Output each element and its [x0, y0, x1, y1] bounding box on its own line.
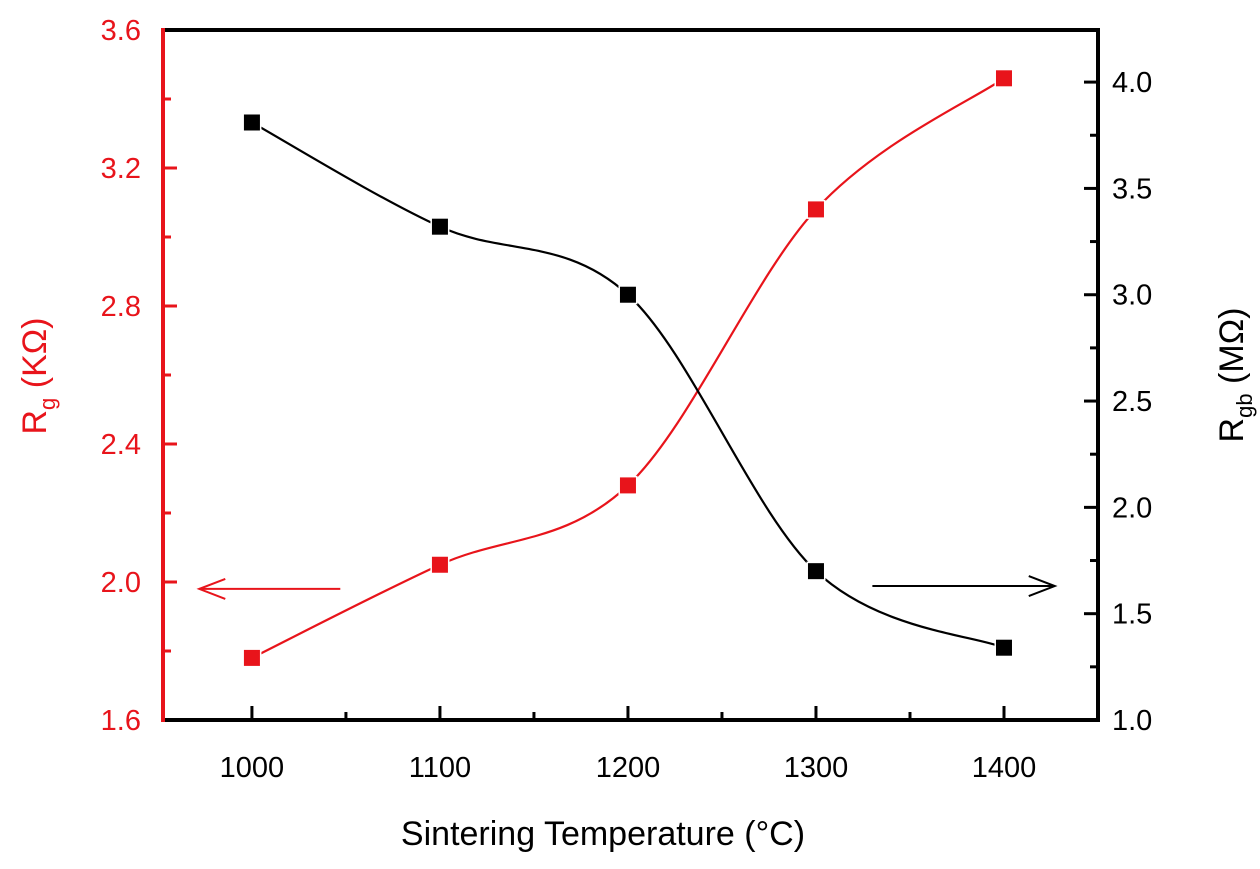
data-point-rg: [994, 68, 1014, 88]
y-right-tick-label: 2.5: [1112, 386, 1152, 418]
data-point-rg: [430, 555, 450, 575]
data-point-rg: [618, 475, 638, 495]
x-tick-label: 1400: [972, 752, 1037, 784]
data-point-rgb: [430, 217, 450, 237]
y-right-tick-label: 4.0: [1112, 67, 1152, 99]
series-line-rg: [251, 77, 1005, 659]
plot-frame: [161, 28, 1100, 722]
y-right-tick-label: 1.5: [1112, 599, 1152, 631]
plot-lines: [251, 77, 1005, 659]
markers: [242, 68, 1014, 668]
data-point-rgb: [806, 561, 826, 581]
x-tick-label: 1100: [409, 752, 471, 784]
y-right-title-unit: (MΩ): [1213, 308, 1251, 394]
data-point-rgb: [994, 638, 1014, 658]
y-left-tick-label: 2.0: [101, 567, 141, 599]
y-right-tick-label: 3.0: [1112, 280, 1152, 312]
data-point-rgb: [618, 285, 638, 305]
y-left-tick-label: 2.8: [101, 291, 141, 323]
y-left-title-unit: (KΩ): [16, 318, 54, 398]
tick-labels: 1000 1100 1200 1300 1400 1.6 2.0 2.4 2.8 3.2 3.6 1.…: [101, 15, 1153, 784]
data-point-rgb: [242, 112, 262, 132]
data-point-rg: [242, 648, 262, 668]
x-tick-label: 1200: [596, 752, 661, 784]
x-axis-title: Sintering Temperature (°C): [401, 815, 805, 853]
y-right-tick-label: 2.0: [1112, 492, 1152, 524]
arrow-rgb-head: [1028, 575, 1058, 597]
y-left-tick-label: 3.2: [101, 153, 141, 185]
y-left-tick-label: 3.6: [101, 15, 141, 47]
series-line-rgb: [251, 121, 1005, 649]
y-left-title-main: R: [16, 410, 54, 435]
y-right-tick-label: 1.0: [1112, 705, 1152, 737]
y-axis-right-title: Rgb (MΩ): [1213, 308, 1257, 443]
arrows: [196, 575, 1058, 600]
y-axis-left-title: Rg (KΩ): [16, 318, 60, 435]
x-tick-label: 1300: [784, 752, 849, 784]
x-tick-label: 1000: [220, 752, 285, 784]
y-left-tick-label: 1.6: [101, 705, 141, 737]
y-right-tick-label: 3.5: [1112, 173, 1152, 205]
y-left-title-sub: g: [35, 398, 60, 410]
data-point-rg: [806, 199, 826, 219]
arrow-rg-head: [196, 577, 226, 600]
y-right-title-main: R: [1213, 418, 1251, 443]
y-left-tick-label: 2.4: [101, 429, 141, 461]
ticks: [163, 80, 1098, 720]
y-right-title-sub: gb: [1232, 393, 1257, 417]
